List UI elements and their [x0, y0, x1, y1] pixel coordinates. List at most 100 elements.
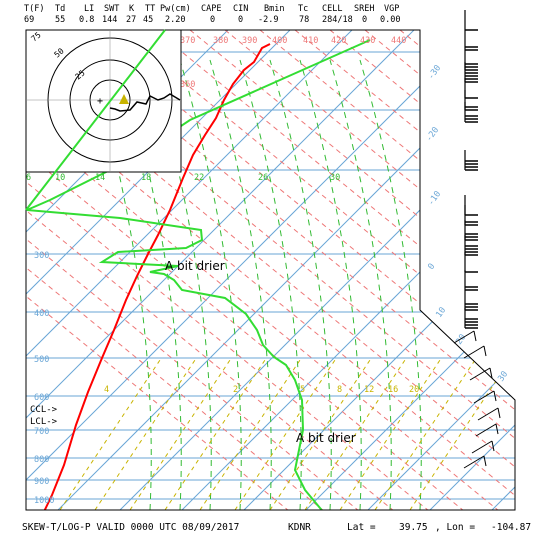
- wind-barb-lower-tick: [495, 423, 499, 435]
- header-indices: T(F) Td LI SWT K TT Pw(cm) CAPE CIN Bmin Tc CELL SRE…: [24, 4, 400, 25]
- dry-adiabat-line: [26, 30, 406, 510]
- isotherm-line: [429, 30, 515, 510]
- wind-barb-lower-tick: [489, 367, 493, 379]
- pressure-label: 700: [34, 427, 49, 437]
- mixing-ratio-label: 20: [409, 385, 419, 395]
- mixing-ratio-line: [269, 359, 371, 510]
- header-value: 284/18: [322, 15, 353, 25]
- mixing-ratio-label: 8: [337, 385, 342, 395]
- moist-adiabat-line: [179, 59, 242, 510]
- header-value: 2.20: [165, 15, 185, 25]
- header-label: CAPE: [201, 4, 221, 14]
- mixing-ratio-line: [339, 359, 441, 510]
- hodograph-origin: +: [97, 96, 103, 107]
- moist-adiabat-label: 30: [330, 173, 340, 183]
- dry-adiabat-line: [26, 30, 441, 510]
- dry-adiabat-line: [364, 30, 515, 510]
- footer-lon: -104.87: [491, 522, 531, 533]
- sounding-traces: [26, 39, 371, 510]
- header-label: Bmin: [264, 4, 284, 14]
- theta-label: 440: [391, 36, 406, 46]
- dry-adiabat-line: [26, 30, 476, 510]
- footer-title: SKEW-T/LOG-P VALID 0000 UTC 08/09/2017: [22, 522, 239, 533]
- header-value: 0.8: [79, 15, 94, 25]
- wind-barbs: [464, 10, 478, 329]
- wind-barb-lower: [475, 423, 497, 437]
- isotherm-line: [119, 30, 515, 510]
- pressure-label: 600: [34, 393, 49, 403]
- mixing-ratio-label: 16: [388, 385, 398, 395]
- isotherm-line: [305, 30, 515, 510]
- dry-adiabat-line: [259, 30, 515, 510]
- pressure-label: 800: [34, 455, 49, 465]
- moist-adiabat-label: 10: [55, 173, 65, 183]
- isotherm-line: [26, 30, 353, 510]
- mixing-ratio-line: [164, 359, 266, 510]
- wind-barb-lower-tick: [491, 440, 495, 452]
- theta-label: 360: [180, 80, 195, 90]
- header-value: -2.9: [258, 15, 278, 25]
- header-label: SWT: [104, 4, 119, 14]
- theta-label: 370: [180, 36, 195, 46]
- moist-adiabat-label: 22: [194, 173, 204, 183]
- mixing-ratio-line: [59, 359, 161, 510]
- moist-adiabat-label: 26: [258, 173, 268, 183]
- moist-adiabat-line: [269, 59, 332, 510]
- mixing-ratio-line: [129, 359, 231, 510]
- dry-adiabat-line: [469, 30, 515, 510]
- isotherm-line: [26, 30, 415, 510]
- pressure-label: 400: [34, 309, 49, 319]
- header-label: T(F): [24, 4, 44, 14]
- theta-label: 400: [272, 36, 287, 46]
- moist-adiabat-label: 6: [26, 173, 31, 183]
- storm-motion-marker: [119, 94, 129, 104]
- theta-label: 430: [360, 36, 375, 46]
- pressure-label: 1000: [34, 496, 54, 506]
- pressure-label: 500: [34, 355, 49, 365]
- moist-adiabat-line: [209, 59, 272, 510]
- footer-lat: 39.75: [399, 522, 428, 533]
- annotation-drier-upper: A bit drier: [165, 259, 225, 273]
- dry-adiabat-line: [224, 30, 515, 510]
- footer-lon-label: , Lon =: [435, 522, 475, 533]
- dry-adiabat-line: [434, 30, 515, 510]
- wind-barb-lower-tick: [497, 407, 501, 419]
- header-label: Tc: [298, 4, 308, 14]
- moist-adiabat-line: [239, 59, 302, 510]
- footer-lat-label: Lat =: [347, 522, 376, 533]
- dry-adiabat-line: [399, 30, 515, 510]
- temperature-trace: [39, 43, 271, 510]
- ccl-label: CCL->: [30, 405, 58, 415]
- dry-adiabat-line: [504, 30, 515, 510]
- dry-adiabat-line: [26, 30, 336, 510]
- wind-barb-lower-tick: [473, 330, 477, 342]
- axis-labels: 300 400 500 600 700 800 900 1000 -30 -20 -10 0 10 20 3…: [26, 36, 510, 506]
- isotherm-line: [26, 30, 291, 510]
- header-value: 78: [299, 15, 309, 25]
- wind-barb-lower: [477, 407, 499, 421]
- dewpoint-trace: [26, 39, 371, 510]
- mixing-ratio-line: [234, 359, 336, 510]
- dry-adiabat-line: [26, 30, 511, 510]
- isotherm-label: -20: [424, 125, 441, 143]
- pressure-label: 300: [34, 251, 49, 261]
- theta-label: 410: [303, 36, 318, 46]
- hodograph-green-line: [25, 29, 166, 211]
- header-value: 27: [126, 15, 136, 25]
- isotherm-label: -30: [426, 63, 443, 81]
- mixing-ratio-lines: [59, 359, 511, 510]
- moist-adiabat-label: 14: [95, 173, 105, 183]
- header-label: CIN: [233, 4, 248, 14]
- theta-label: 390: [242, 36, 257, 46]
- isotherm-line: [243, 30, 515, 510]
- wind-barb-lower: [469, 367, 491, 381]
- header-value: 144: [102, 15, 117, 25]
- header-value: 69: [24, 15, 34, 25]
- wind-barb-lower: [453, 330, 475, 344]
- header-label: Td: [55, 4, 65, 14]
- header-label: CELL: [322, 4, 342, 14]
- isotherm-label: 0: [426, 262, 437, 272]
- wind-barb-lower: [463, 455, 485, 469]
- annotation-drier-lower: A bit drier: [296, 431, 356, 445]
- header-label: SREH: [354, 4, 374, 14]
